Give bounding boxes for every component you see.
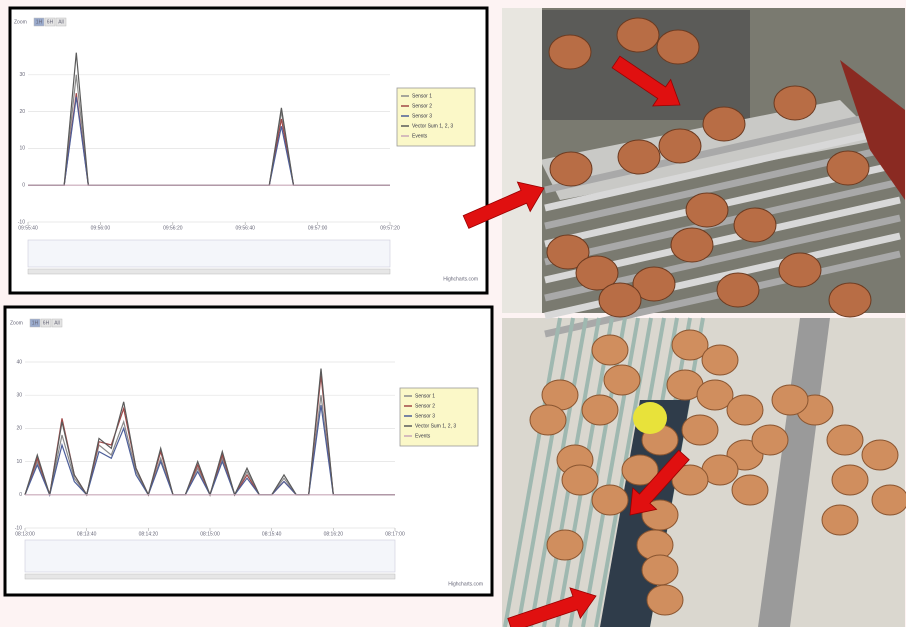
egg xyxy=(702,345,738,375)
x-tick-label: 09:56:20 xyxy=(163,225,183,231)
y-tick-label: 0 xyxy=(19,492,22,498)
egg xyxy=(829,283,871,317)
legend-label[interactable]: Sensor 2 xyxy=(412,103,432,109)
x-tick-label: 09:57:20 xyxy=(380,225,400,231)
legend-label[interactable]: Sensor 1 xyxy=(412,93,432,99)
egg xyxy=(659,129,701,163)
egg xyxy=(547,530,583,560)
y-tick-label: 20 xyxy=(19,109,25,115)
y-tick-label: 40 xyxy=(16,359,22,365)
legend-label[interactable]: Events xyxy=(412,133,428,139)
egg xyxy=(832,465,868,495)
x-tick-label: 08:15:00 xyxy=(200,531,220,537)
navigator xyxy=(25,540,395,572)
egg xyxy=(599,283,641,317)
egg xyxy=(732,475,768,505)
navigator xyxy=(28,240,390,267)
y-tick-label: 30 xyxy=(19,72,25,78)
yellow-ball xyxy=(633,402,667,434)
egg xyxy=(686,193,728,227)
egg xyxy=(682,415,718,445)
egg xyxy=(752,425,788,455)
navigator-scrollbar[interactable] xyxy=(28,269,390,274)
zoom-button-label[interactable]: 6H xyxy=(43,320,50,326)
egg xyxy=(617,18,659,52)
side-wall xyxy=(502,8,542,313)
egg xyxy=(774,86,816,120)
legend: Sensor 1 Sensor 2 Sensor 3 Vector Sum 1, 2,… xyxy=(400,388,478,446)
legend-label[interactable]: Sensor 3 xyxy=(412,113,432,119)
legend-label[interactable]: Sensor 3 xyxy=(415,413,435,419)
x-tick-label: 08:15:40 xyxy=(262,531,282,537)
zoom-button-label[interactable]: 6H xyxy=(47,19,54,25)
navigator-scrollbar[interactable] xyxy=(25,574,395,579)
egg xyxy=(618,140,660,174)
zoom-button-label[interactable]: 1H xyxy=(32,320,39,326)
egg xyxy=(657,30,699,64)
x-tick-label: 09:56:00 xyxy=(91,225,111,231)
x-tick-label: 09:57:00 xyxy=(308,225,328,231)
legend: Sensor 1 Sensor 2 Sensor 3 Vector Sum 1, 2,… xyxy=(397,88,475,146)
x-tick-label: 08:17:00 xyxy=(385,531,405,537)
egg xyxy=(727,395,763,425)
credits: Highcharts.com xyxy=(448,581,483,587)
egg xyxy=(592,485,628,515)
x-tick-label: 08:16:20 xyxy=(324,531,344,537)
egg xyxy=(779,253,821,287)
zoom-button-label[interactable]: 1H xyxy=(36,19,43,25)
egg xyxy=(530,405,566,435)
egg xyxy=(827,425,863,455)
legend-label[interactable]: Sensor 1 xyxy=(415,393,435,399)
x-tick-label: 09:55:40 xyxy=(18,225,38,231)
y-tick-label: 10 xyxy=(16,459,22,465)
egg xyxy=(872,485,906,515)
figure: Zoom1H6HAll-10010203009:55:4009:56:0009:… xyxy=(0,0,906,627)
zoom-button-label[interactable]: All xyxy=(54,320,60,326)
egg xyxy=(592,335,628,365)
page: {"chart_data": [ {"type": "line", "zoom_… xyxy=(0,0,906,627)
y-tick-label: 0 xyxy=(22,183,25,189)
egg xyxy=(550,152,592,186)
y-tick-label: 10 xyxy=(19,146,25,152)
egg xyxy=(549,35,591,69)
egg xyxy=(562,465,598,495)
y-tick-label: 20 xyxy=(16,426,22,432)
egg xyxy=(604,365,640,395)
egg xyxy=(862,440,898,470)
egg xyxy=(582,395,618,425)
y-tick-label: 30 xyxy=(16,393,22,399)
x-tick-label: 08:13:40 xyxy=(77,531,97,537)
egg xyxy=(734,208,776,242)
x-tick-label: 08:13:00 xyxy=(15,531,35,537)
credits: Highcharts.com xyxy=(443,276,478,282)
x-tick-label: 08:14:20 xyxy=(139,531,159,537)
zoom-button-label[interactable]: All xyxy=(58,19,64,25)
egg xyxy=(822,505,858,535)
egg xyxy=(703,107,745,141)
egg xyxy=(772,385,808,415)
zoom-label: Zoom xyxy=(14,19,27,25)
egg xyxy=(647,585,683,615)
legend-label[interactable]: Vector Sum 1, 2, 3 xyxy=(415,423,456,429)
egg xyxy=(717,273,759,307)
zoom-label: Zoom xyxy=(10,320,23,326)
legend-label[interactable]: Vector Sum 1, 2, 3 xyxy=(412,123,453,129)
legend-label[interactable]: Sensor 2 xyxy=(415,403,435,409)
x-tick-label: 09:56:40 xyxy=(235,225,255,231)
egg xyxy=(671,228,713,262)
legend-label[interactable]: Events xyxy=(415,433,431,439)
egg xyxy=(642,555,678,585)
egg xyxy=(827,151,869,185)
